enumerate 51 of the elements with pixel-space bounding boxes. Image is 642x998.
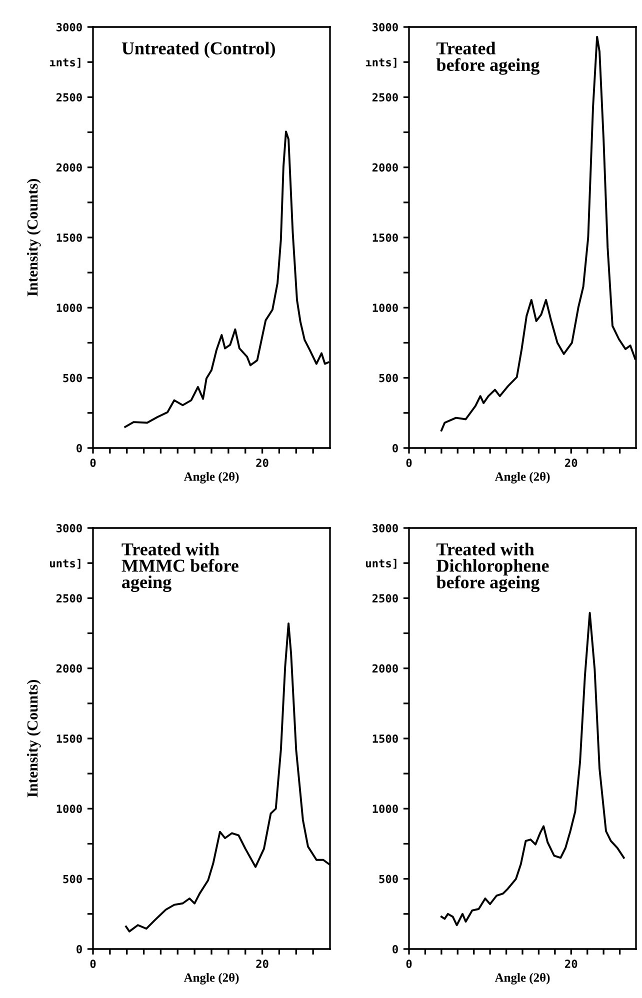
y-tick-label: 1500: [56, 734, 82, 743]
y-tick-label: 0: [76, 444, 82, 452]
y-tick-label: unts]: [366, 558, 396, 569]
x-tick-label: 20: [565, 458, 578, 468]
y-tick-label: 0: [392, 444, 398, 452]
x-tick-label: 20: [256, 458, 268, 468]
y-tick-label: ınts]: [366, 58, 396, 68]
y-tick-label: 500: [63, 374, 82, 382]
y-tick-label: 1000: [56, 804, 82, 814]
y-tick-label: 2000: [372, 163, 398, 172]
y-tick-label: 2000: [56, 664, 82, 673]
y-axis-title: Intensity (Counts): [26, 178, 41, 296]
x-axis-title: Angle (2θ): [184, 472, 239, 484]
y-tick-label: 1000: [56, 304, 82, 312]
y-tick-label: 2500: [56, 594, 82, 603]
x-axis-title: Angle (2θ): [494, 472, 550, 484]
y-tick-label: unts]: [50, 558, 80, 569]
text: Untreated (Control): [122, 42, 275, 58]
x-tick-label: 20: [256, 960, 268, 968]
y-tick-label: 2000: [372, 664, 398, 673]
y-tick-label: 2000: [56, 163, 82, 172]
y-tick-label: 1500: [372, 233, 398, 242]
y-tick-label: 3000: [56, 524, 82, 532]
y-tick-label: 1000: [372, 804, 398, 814]
y-tick-label: 1500: [56, 233, 82, 242]
y-tick-label: 500: [379, 374, 398, 382]
y-tick-label: 500: [379, 874, 398, 884]
x-tick-label: 20: [565, 960, 578, 968]
x-axis-title: Angle (2θ): [184, 972, 239, 984]
x-tick-label: 0: [90, 960, 96, 968]
y-tick-label: 1500: [372, 734, 398, 743]
y-tick-label: 0: [392, 944, 398, 954]
y-tick-label: 0: [76, 944, 82, 954]
text: Treated before ageing: [436, 42, 540, 75]
x-tick-label: 0: [406, 960, 412, 968]
text: Treated with Dichlorophene before ageing: [436, 542, 549, 592]
line-series: [440, 612, 625, 926]
y-tick-label: 2500: [56, 93, 82, 102]
x-axis-title: Angle (2θ): [494, 972, 550, 984]
x-tick-label: 0: [90, 458, 96, 468]
y-tick-label: 500: [63, 874, 82, 884]
y-tick-label: 2500: [372, 594, 398, 603]
y-tick-label: 1000: [372, 304, 398, 312]
y-tick-label: 2500: [372, 93, 398, 102]
y-tick-label: 3000: [56, 22, 82, 32]
y-tick-label: 3000: [372, 524, 398, 532]
x-tick-label: 0: [406, 458, 412, 468]
y-axis-title: Intensity (Counts): [26, 680, 41, 798]
y-tick-label: ınts]: [50, 58, 80, 68]
y-tick-label: 3000: [372, 22, 398, 32]
text: Treated with MMMC before ageing: [122, 542, 238, 592]
